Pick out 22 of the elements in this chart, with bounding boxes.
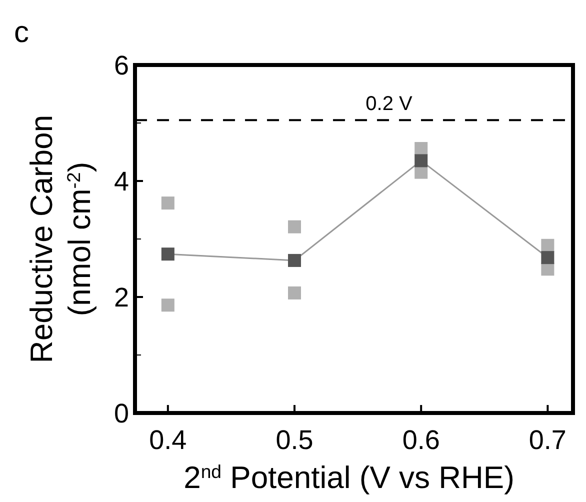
point (288, 254, 302, 267)
point (541, 251, 554, 264)
x-axis-title: 2$^{nd}$ Potential (V vs RHE) (184, 460, 514, 495)
point (161, 196, 174, 210)
chart-title: c (14, 16, 29, 49)
point (161, 248, 174, 261)
y-tick-label: 4 (114, 166, 129, 196)
x-tick-label: 0.4 (149, 425, 187, 455)
point (161, 298, 174, 312)
point (541, 238, 554, 252)
y-tick-label: 0 (114, 398, 129, 428)
point (414, 166, 428, 179)
y-tick-label: 2 (114, 282, 129, 312)
point (288, 220, 302, 234)
x-tick-label: 0.6 (402, 425, 440, 455)
ref-line-label: 0.2 V (366, 93, 414, 116)
point (414, 142, 428, 156)
x-tick-label: 0.5 (276, 425, 314, 455)
x-tick-label: 0.7 (528, 425, 566, 455)
point (414, 154, 428, 168)
y-tick-label: 6 (114, 50, 129, 80)
point (288, 286, 302, 300)
